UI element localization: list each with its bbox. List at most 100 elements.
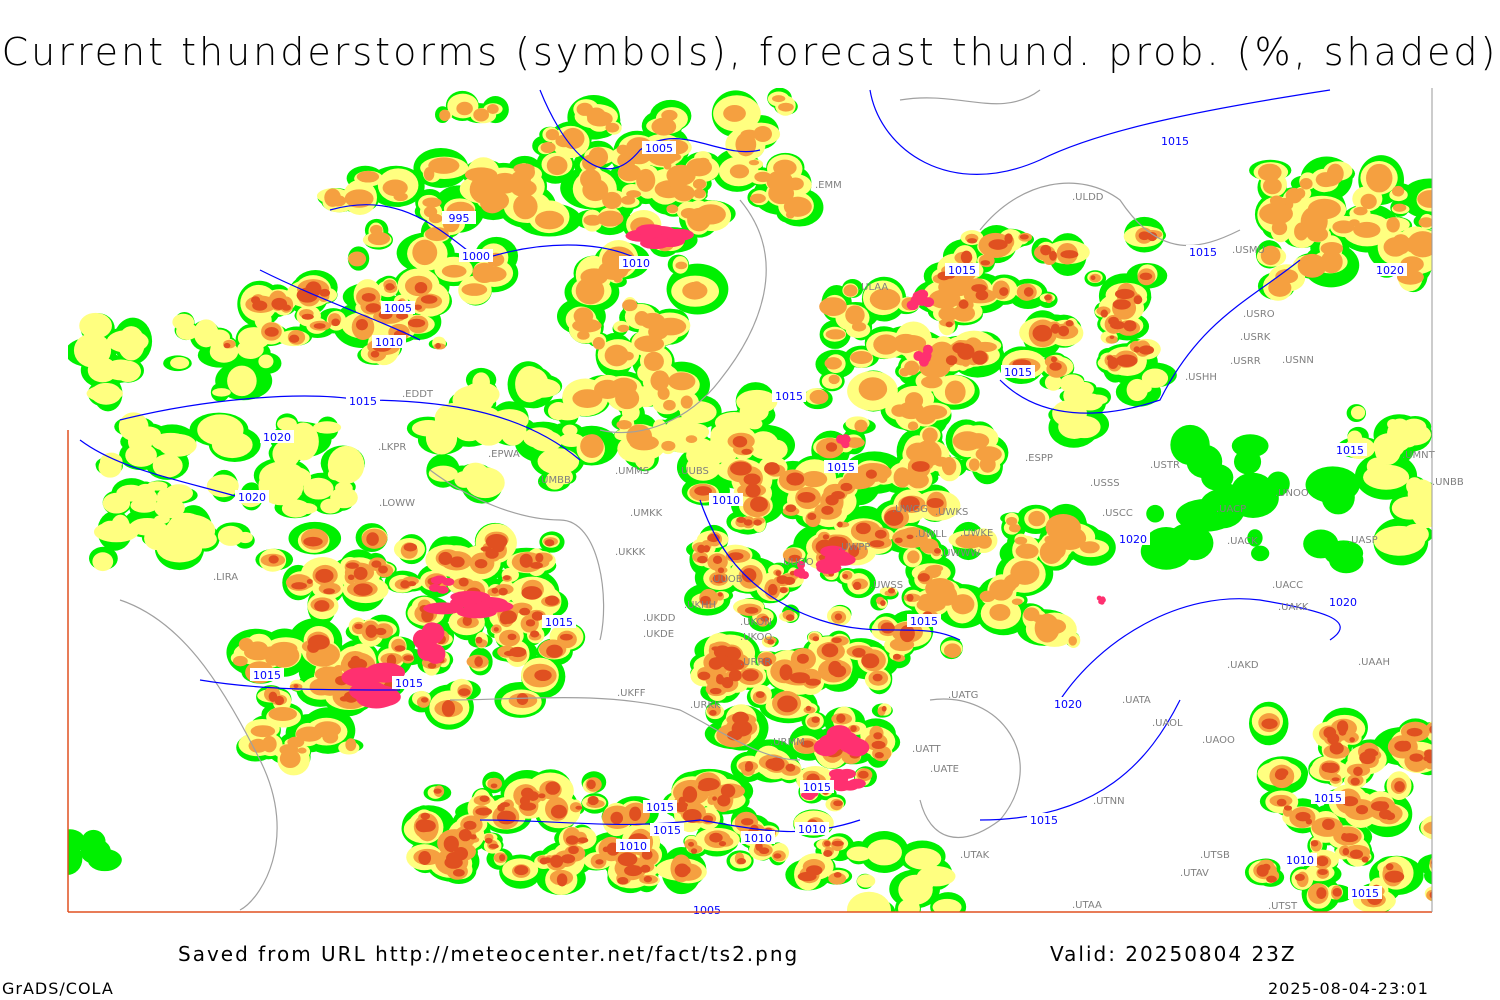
probability-cell [729, 164, 750, 179]
station-label: .UACC [1272, 580, 1303, 591]
probability-cell [955, 534, 984, 549]
probability-cell [906, 593, 914, 602]
probability-cell [1260, 245, 1281, 266]
probability-cell [610, 377, 638, 396]
probability-cell [490, 172, 519, 194]
probability-cell [507, 633, 517, 641]
probability-cell [852, 647, 866, 658]
isobar-label-bg [250, 668, 284, 681]
generated-timestamp: 2025-08-04-23:01 [1268, 979, 1429, 998]
isobar-label-bg [824, 460, 858, 473]
station-label: .LIRA [213, 572, 238, 583]
probability-cell [668, 372, 696, 391]
isobar-label-bg [907, 614, 941, 627]
probability-cell [1032, 324, 1053, 342]
isobar-label: 1015 [803, 781, 831, 794]
probability-cell [755, 842, 763, 851]
probability-cell [1144, 527, 1189, 563]
probability-cell [1247, 529, 1263, 547]
probability-cell [347, 658, 368, 671]
probability-cell [1384, 870, 1405, 883]
probability-cell [165, 514, 216, 547]
probability-cell [575, 805, 583, 810]
probability-cell [892, 653, 901, 660]
probability-cell [736, 516, 746, 524]
probability-cell [643, 351, 664, 372]
probability-cell [911, 461, 930, 472]
chart-title: Current thunderstorms (symbols), forecas… [1, 30, 1499, 74]
probability-cell [881, 705, 887, 712]
thunderstorm-symbol [430, 576, 443, 585]
probability-cell [420, 697, 429, 703]
isobar-label: 1015 [1161, 135, 1189, 148]
probability-cell [475, 636, 483, 644]
probability-cell [922, 427, 938, 444]
probability-cell [1310, 840, 1319, 847]
coastline [119, 599, 278, 911]
station-label: .UAKK [1278, 602, 1309, 613]
probability-cell [152, 453, 183, 478]
coastline [979, 182, 1241, 247]
probability-cell [865, 469, 877, 479]
isobar-label-bg [795, 822, 829, 835]
isobar-label: 1015 [253, 669, 281, 682]
probability-cell [1361, 856, 1369, 863]
probability-cell [394, 645, 406, 652]
probability-cell [1259, 202, 1293, 225]
probability-cell [1400, 740, 1412, 752]
probability-cell [785, 763, 796, 772]
probability-cell [1386, 418, 1413, 452]
probability-cell [755, 691, 765, 699]
isobar-line [869, 89, 1331, 175]
probability-cell [1437, 755, 1442, 759]
station-label: .UKFF [617, 688, 646, 699]
station-label: .USRO [1243, 309, 1275, 320]
isobar-label: 1010 [622, 257, 650, 270]
probability-cell [925, 577, 955, 600]
probability-cell [1045, 513, 1081, 542]
probability-cell [952, 305, 976, 322]
probability-cell [330, 487, 358, 509]
probability-cell [745, 483, 761, 498]
isobar-label: 1005 [693, 904, 721, 917]
probability-cell [323, 588, 335, 595]
probability-cell [458, 828, 472, 842]
probability-cell [695, 816, 701, 822]
probability-cell [1040, 244, 1052, 256]
probability-cell [212, 388, 231, 397]
isobar-label-bg [1333, 443, 1367, 456]
probability-cell [1418, 217, 1432, 228]
probability-cell [369, 224, 383, 236]
probability-cell [534, 210, 565, 230]
probability-cell [474, 558, 488, 569]
isobar-label: 1010 [619, 840, 647, 853]
probability-cell [545, 781, 561, 795]
probability-cell [1146, 504, 1165, 523]
station-label: .UATG [948, 690, 978, 701]
probability-cell [227, 365, 257, 397]
probability-cell [465, 467, 505, 499]
station-label: .UKDE [643, 629, 674, 640]
probability-cell [1011, 598, 1023, 605]
probability-cell [1426, 889, 1432, 901]
probability-cell [918, 593, 935, 607]
probability-cell [577, 330, 590, 340]
probability-cell [322, 730, 339, 744]
probability-cell [294, 502, 318, 515]
probability-cell [1276, 798, 1287, 807]
probability-cell [1058, 325, 1070, 337]
probability-cell [1044, 294, 1052, 301]
probability-cell [463, 820, 477, 830]
probability-cell [831, 637, 842, 644]
isobar-label-bg [945, 263, 979, 276]
probability-cell [975, 289, 989, 301]
probability-cell [629, 806, 642, 822]
probability-cell [796, 653, 809, 664]
probability-cell [499, 854, 506, 862]
probability-cell [424, 226, 449, 242]
probability-cell [1133, 295, 1143, 305]
probability-cell [420, 812, 431, 820]
isobar-label-bg [1186, 245, 1220, 258]
probability-cell [519, 553, 533, 568]
probability-cell [102, 492, 131, 514]
